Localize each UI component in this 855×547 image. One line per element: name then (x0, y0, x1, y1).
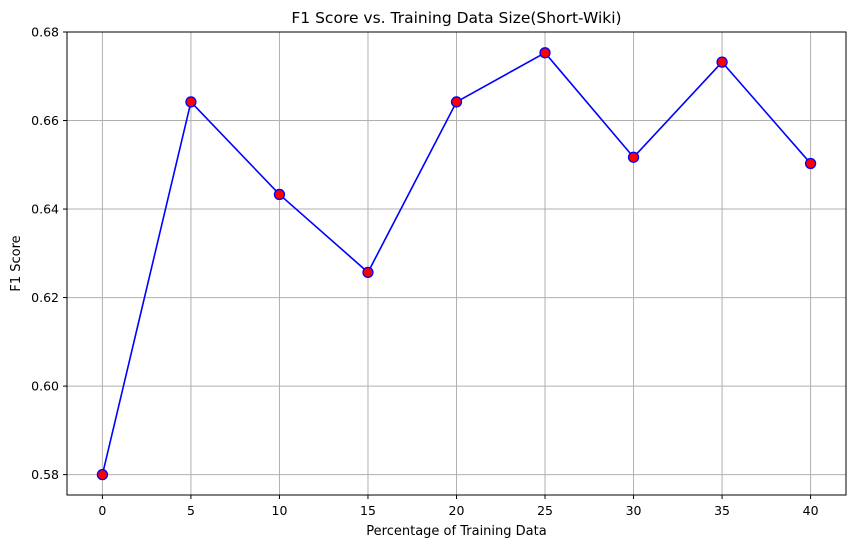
x-tick-label: 20 (449, 503, 465, 518)
x-tick-label: 0 (98, 503, 106, 518)
axis-ticks: 0 5 10 15 20 25 30 35 40 0.58 0.60 0.62 0.64 0.66 0.68 (31, 25, 818, 519)
y-tick-label: 0.66 (31, 113, 59, 128)
x-tick-label: 25 (537, 503, 553, 518)
y-tick-label: 0.64 (31, 202, 59, 217)
data-point-marker (185, 96, 197, 108)
data-point-marker (96, 468, 109, 481)
data-point-marker (627, 151, 640, 163)
data-point-marker (716, 56, 728, 68)
series (96, 47, 817, 481)
x-tick-label: 30 (626, 503, 642, 518)
y-tick-label: 0.60 (31, 379, 59, 394)
y-tick-label: 0.58 (31, 467, 59, 482)
x-tick-label: 35 (714, 503, 730, 518)
x-tick-label: 15 (360, 503, 376, 518)
data-point-marker (273, 188, 286, 201)
grid (67, 31, 846, 495)
data-point-marker (539, 47, 551, 59)
data-point-marker (362, 266, 374, 279)
chart-title: F1 Score vs. Training Data Size(Short-Wi… (291, 9, 621, 27)
x-tick-label: 40 (803, 503, 819, 518)
y-tick-label: 0.68 (31, 25, 59, 40)
y-tick-label: 0.62 (31, 290, 59, 305)
x-axis-label: Percentage of Training Data (366, 524, 546, 539)
y-axis-label: F1 Score (9, 235, 24, 291)
data-point-marker (804, 157, 817, 170)
data-point-marker (450, 96, 463, 108)
x-tick-label: 10 (272, 503, 288, 518)
x-tick-label: 5 (187, 503, 195, 518)
